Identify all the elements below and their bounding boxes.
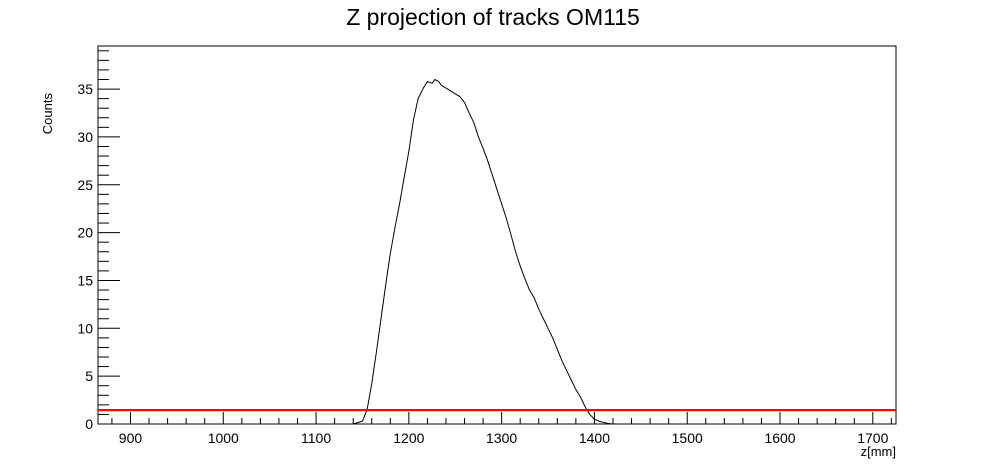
x-tick-label: 1200: [393, 430, 424, 446]
y-tick-label: 10: [77, 320, 93, 336]
x-axis-title: z[mm]: [861, 444, 896, 459]
y-axis-title: Counts: [40, 93, 55, 135]
x-tick-label: 1600: [764, 430, 795, 446]
y-tick-label: 0: [85, 416, 93, 432]
y-tick-label: 20: [77, 225, 93, 241]
y-tick-label: 25: [77, 177, 93, 193]
y-tick-label: 30: [77, 129, 93, 145]
x-tick-label: 1500: [672, 430, 703, 446]
y-tick-label: 35: [77, 81, 93, 97]
x-tick-label: 1100: [301, 430, 331, 446]
x-tick-label: 1000: [208, 430, 239, 446]
y-tick-label: 5: [85, 368, 93, 384]
plot-area: 900 1000 1100 1200 1300 1400 1500 1600 1700 0 5 10 1…: [77, 45, 897, 446]
histogram-line: [353, 78, 627, 425]
x-tick-label: 1700: [857, 430, 888, 446]
x-tick-label: 1300: [486, 430, 517, 446]
x-tick-label: 900: [119, 430, 143, 446]
chart-title: Z projection of tracks OM115: [346, 4, 640, 30]
y-tick-label: 15: [77, 272, 93, 288]
x-tick-label: 1400: [579, 430, 610, 446]
plot-frame: [97, 45, 897, 425]
